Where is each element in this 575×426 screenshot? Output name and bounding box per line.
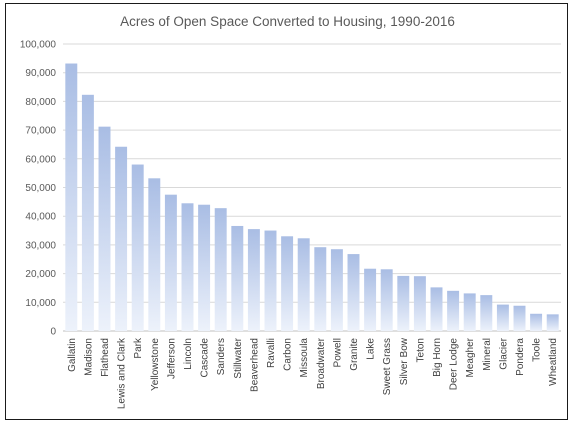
x-category-label: Lewis and Clark [117,337,128,409]
bar [181,203,194,331]
bar [264,230,277,331]
x-category-label: Ravalli [266,338,277,368]
x-category-label: Powell [332,338,343,367]
y-tick-label: 80,000 [25,97,56,108]
x-category-label: Stillwater [233,337,244,378]
bar [281,236,294,331]
bar [198,204,211,331]
y-tick-label: 50,000 [25,183,56,194]
bar [530,313,543,331]
y-tick-label: 90,000 [25,68,56,79]
x-category-label: Park [133,337,144,359]
x-category-label: Gallatin [67,338,78,372]
bars [65,63,559,332]
bar [480,295,493,331]
bar [413,276,426,331]
x-category-label: Big Horn [432,338,443,377]
bar [115,146,128,331]
bar [65,63,78,332]
bar [463,293,476,331]
bar [513,305,526,331]
x-category-label: Wheatland [548,338,559,386]
bar [546,314,559,331]
x-category-label: Lincoln [183,338,194,370]
y-tick-label: 30,000 [25,240,56,251]
bar [81,94,94,331]
bar [148,178,161,331]
y-tick-label: 100,000 [20,40,57,51]
bar [347,254,360,331]
x-category-label: Missoula [299,338,310,378]
gridlines [63,43,561,332]
bar [247,229,260,331]
chart-frame: Acres of Open Space Converted to Housing… [5,3,568,420]
bar [447,290,460,331]
x-category-label: Beaverhead [249,338,260,392]
x-category-label: Sweet Grass [382,338,393,395]
x-category-label: Glacier [498,337,509,369]
y-tick-label: 60,000 [25,154,56,165]
x-category-label: Broadwater [316,337,327,389]
bar [430,287,443,331]
bar [231,225,244,331]
y-tick-label: 40,000 [25,212,56,223]
y-tick-label: 10,000 [25,298,56,309]
y-tick-label: 0 [50,327,56,338]
bar [214,208,227,331]
x-category-label: Silver Bow [399,337,410,385]
x-category-label: Deer Lodge [449,338,460,391]
x-category-label: Cascade [200,338,211,378]
bar [297,238,310,331]
bar [496,304,509,331]
x-category-label: Yellowstone [150,338,161,391]
x-category-label: Sanders [216,338,227,375]
bar [131,164,144,331]
bar [330,249,343,331]
bar [380,269,393,331]
bar [314,247,327,331]
y-tick-label: 20,000 [25,269,56,280]
x-category-label: Madison [83,338,94,376]
x-axis-labels: Gallatin Madison Flathead Lewis and Clark Pa… [67,337,559,409]
bar [164,194,177,331]
x-category-label: Pondera [515,338,526,376]
bar [397,275,410,331]
x-category-label: Carbon [283,338,294,371]
x-category-label: Flathead [100,338,111,377]
bar [98,126,111,331]
y-tick-label: 70,000 [25,126,56,137]
x-category-label: Lake [366,338,377,360]
x-category-label: Granite [349,338,360,371]
x-category-label: Meagher [465,337,476,377]
chart-title: Acres of Open Space Converted to Housing… [120,14,455,29]
bar-chart: 0 10,000 20,000 30,000 40,000 50,000 60,000 70,… [20,40,561,409]
bar [364,268,377,331]
x-category-label: Toole [532,338,543,362]
x-category-label: Teton [415,338,426,362]
y-axis-ticks: 0 10,000 20,000 30,000 40,000 50,000 60,000 70,… [20,40,57,338]
x-category-label: Jefferson [166,338,177,379]
x-category-label: Mineral [482,338,493,371]
